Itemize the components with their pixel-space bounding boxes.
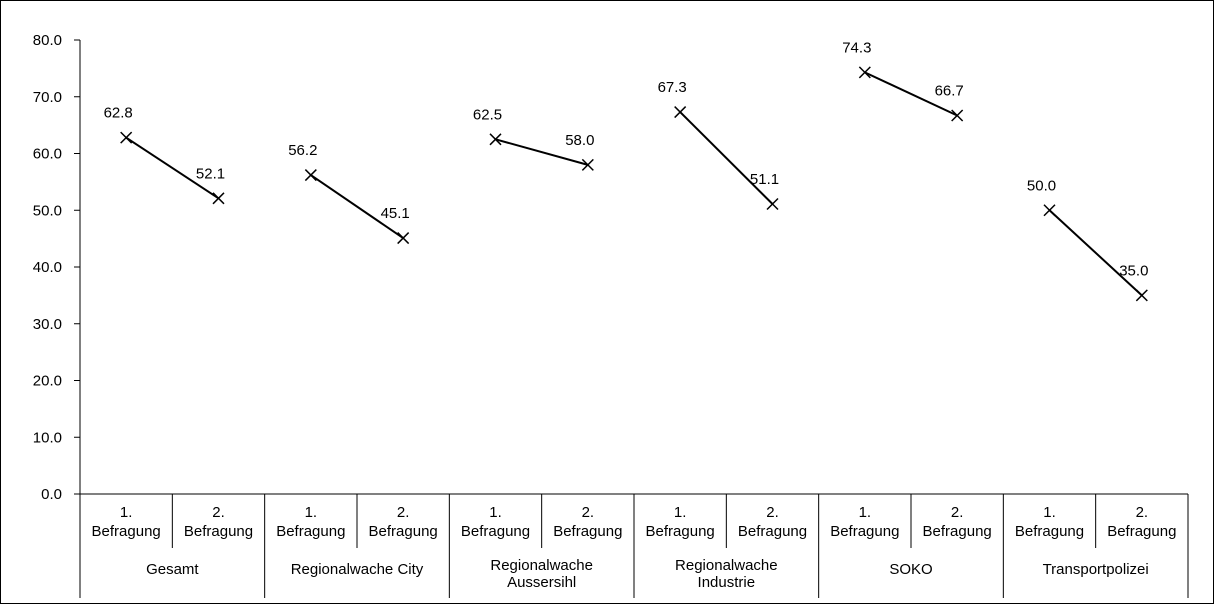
data-point-marker bbox=[766, 197, 779, 211]
x-subcategory-label: 1. bbox=[1043, 504, 1056, 521]
y-tick-label: 70.0 bbox=[33, 89, 62, 106]
x-subcategory-label: 2. bbox=[951, 504, 964, 521]
data-point-marker bbox=[212, 192, 225, 205]
data-point-marker bbox=[1135, 289, 1148, 302]
x-subcategory-label: 1. bbox=[120, 504, 133, 521]
x-subcategory-label: 2. bbox=[397, 504, 410, 521]
x-subcategory-label: 1. bbox=[305, 504, 318, 521]
y-tick-label: 80.0 bbox=[33, 32, 62, 49]
x-subcategory-label: Befragung bbox=[646, 523, 715, 540]
data-point-marker bbox=[1043, 204, 1056, 217]
y-tick-label: 10.0 bbox=[33, 429, 62, 446]
data-label: 50.0 bbox=[1027, 177, 1056, 194]
y-tick-label: 30.0 bbox=[33, 316, 62, 333]
x-subcategory-label: Befragung bbox=[830, 523, 899, 540]
data-point-marker bbox=[304, 169, 317, 182]
x-group-label: Gesamt bbox=[146, 561, 199, 578]
y-tick-label: 60.0 bbox=[33, 146, 62, 163]
x-subcategory-label: 2. bbox=[1136, 504, 1149, 521]
x-group-label: Regionalwache bbox=[675, 557, 778, 574]
x-subcategory-label: Befragung bbox=[1015, 523, 1084, 540]
x-subcategory-label: Befragung bbox=[1107, 523, 1176, 540]
x-subcategory-label: Befragung bbox=[92, 523, 161, 540]
data-point-marker bbox=[858, 66, 871, 79]
x-subcategory-label: Befragung bbox=[461, 523, 530, 540]
x-group-label: SOKO bbox=[889, 561, 932, 578]
data-label: 74.3 bbox=[842, 39, 871, 56]
x-subcategory-label: 2. bbox=[766, 504, 779, 521]
data-point-marker bbox=[397, 232, 410, 245]
x-subcategory-label: 2. bbox=[212, 504, 225, 521]
series-line bbox=[495, 138, 589, 166]
y-tick-label: 40.0 bbox=[33, 259, 62, 276]
data-label: 62.5 bbox=[473, 106, 502, 123]
y-tick-label: 0.0 bbox=[41, 486, 62, 503]
y-tick-label: 50.0 bbox=[33, 202, 62, 219]
series-line bbox=[310, 174, 404, 239]
x-group-label: Transportpolizei bbox=[1043, 561, 1149, 578]
x-group-label: Regionalwache bbox=[490, 557, 593, 574]
data-label: 35.0 bbox=[1119, 262, 1148, 279]
data-label: 62.8 bbox=[104, 105, 133, 122]
data-label: 45.1 bbox=[381, 205, 410, 222]
x-subcategory-label: 1. bbox=[489, 504, 502, 521]
y-tick-label: 20.0 bbox=[33, 373, 62, 390]
x-subcategory-label: 1. bbox=[674, 504, 687, 521]
series-line bbox=[864, 71, 958, 117]
series-line bbox=[679, 111, 774, 205]
data-point-marker bbox=[581, 158, 594, 171]
data-point-marker bbox=[951, 109, 964, 122]
data-label: 67.3 bbox=[658, 79, 687, 96]
x-subcategory-label: Befragung bbox=[553, 523, 622, 540]
series-line bbox=[125, 136, 220, 200]
x-subcategory-label: 1. bbox=[859, 504, 872, 521]
data-label: 66.7 bbox=[935, 82, 964, 99]
x-group-label: Industrie bbox=[698, 574, 756, 591]
x-subcategory-label: Befragung bbox=[923, 523, 992, 540]
data-label: 52.1 bbox=[196, 165, 225, 182]
data-point-marker bbox=[120, 131, 133, 144]
series-line bbox=[1048, 209, 1143, 297]
x-subcategory-label: Befragung bbox=[369, 523, 438, 540]
x-subcategory-label: 2. bbox=[582, 504, 595, 521]
x-subcategory-label: Befragung bbox=[738, 523, 807, 540]
x-subcategory-label: Befragung bbox=[184, 523, 253, 540]
x-group-label: Regionalwache City bbox=[291, 561, 424, 578]
data-label: 56.2 bbox=[288, 142, 317, 159]
data-point-marker bbox=[489, 133, 502, 146]
x-group-label: Aussersihl bbox=[507, 574, 576, 591]
data-label: 58.0 bbox=[565, 132, 594, 149]
x-subcategory-label: Befragung bbox=[276, 523, 345, 540]
data-point-marker bbox=[674, 106, 687, 119]
data-label: 51.1 bbox=[750, 171, 779, 188]
